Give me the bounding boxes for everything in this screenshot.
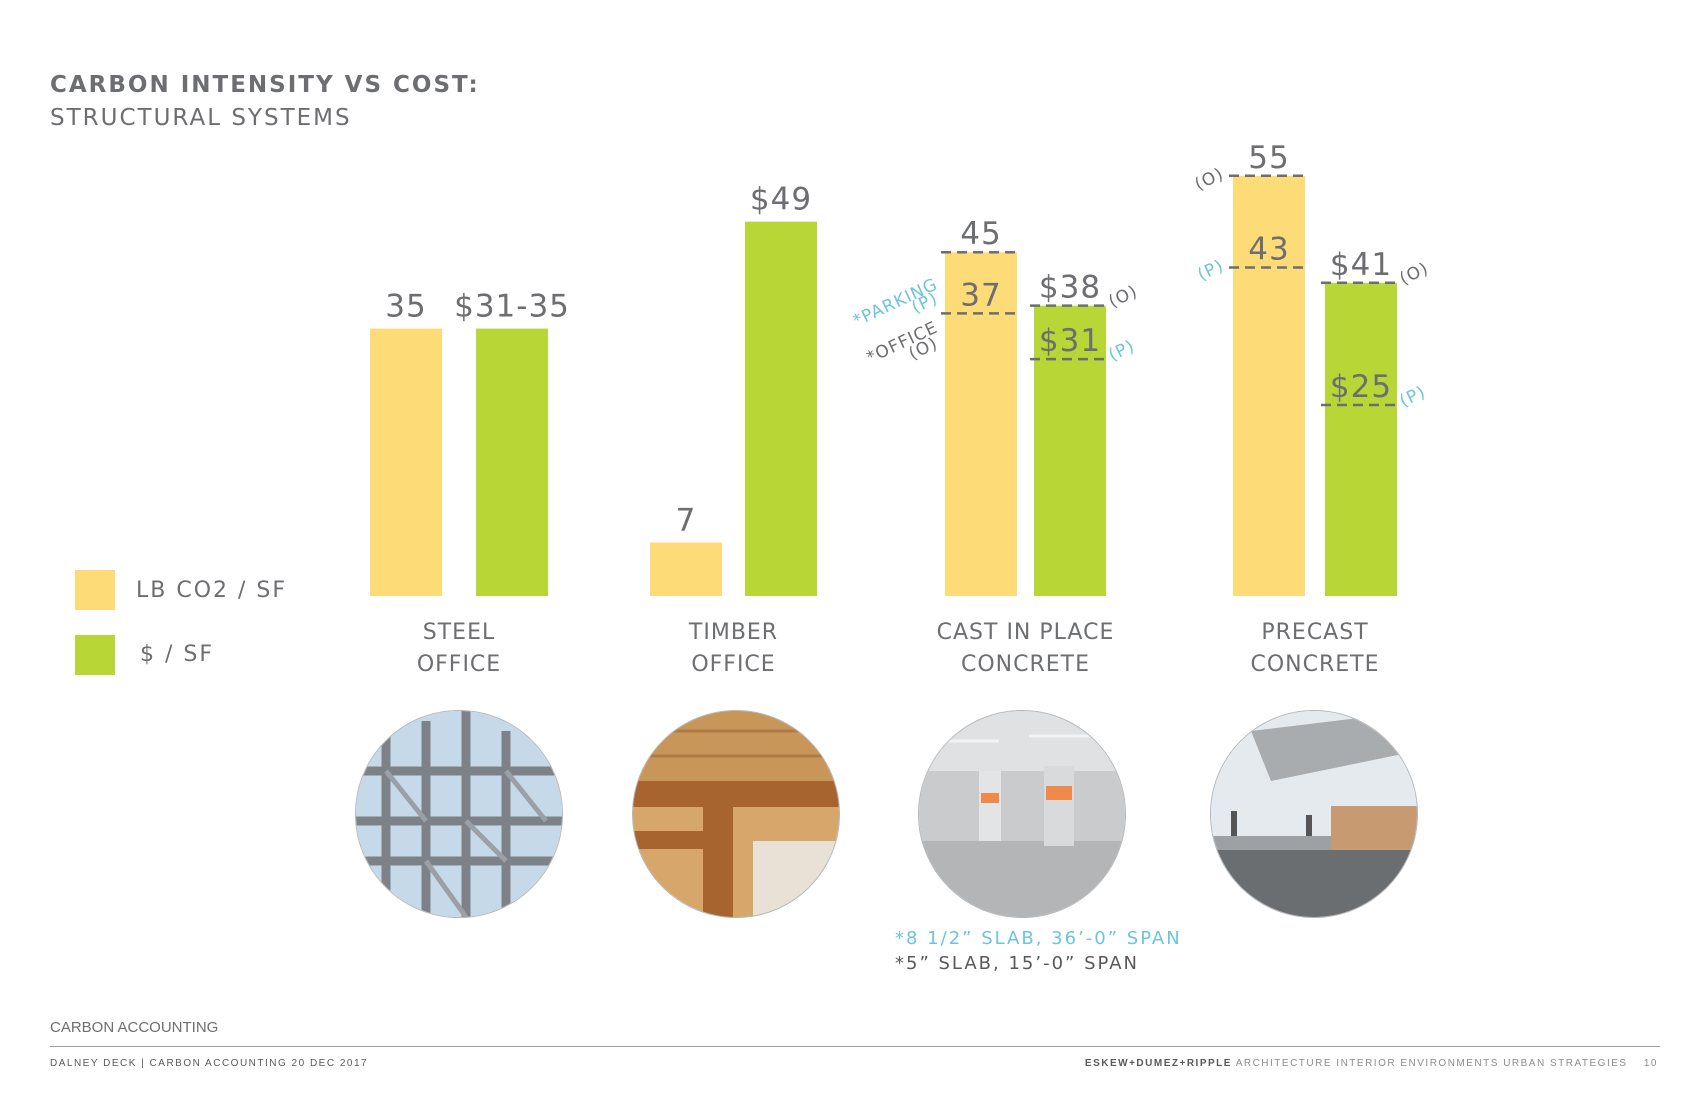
footer-firm-info: ESKEW+DUMEZ+RIPPLE ARCHITECTURE INTERIOR… bbox=[1085, 1058, 1658, 1069]
bar-carbon-1 bbox=[650, 542, 722, 596]
marker-tag-cost-2-1: (P) bbox=[1106, 336, 1138, 365]
category-label-2-0: CAST IN PLACE bbox=[937, 620, 1115, 645]
firm-name: ESKEW+DUMEZ+RIPPLE bbox=[1084, 1058, 1232, 1069]
value-label-cost-1: $49 bbox=[750, 182, 812, 218]
marker-label-carbon-3-1: 43 bbox=[1248, 231, 1289, 267]
category-label-1-0: TIMBER bbox=[688, 620, 778, 645]
bar-cost-2 bbox=[1034, 305, 1106, 596]
legend-label-cost: $ / SF bbox=[140, 642, 215, 667]
chart-subtitle: STRUCTURAL SYSTEMS bbox=[50, 105, 352, 131]
marker-label-cost-3-1: $25 bbox=[1330, 369, 1392, 405]
marker-label-carbon-2-0: 45 bbox=[960, 216, 1001, 252]
footer-divider bbox=[50, 1046, 1660, 1047]
parking-garage-photo bbox=[918, 710, 1126, 918]
timber-structure-photo bbox=[632, 710, 840, 918]
marker-label-cost-3-0: $41 bbox=[1330, 247, 1392, 283]
legend-swatch-cost bbox=[75, 635, 115, 675]
category-label-2-1: CONCRETE bbox=[961, 652, 1090, 677]
bar-carbon-2 bbox=[945, 252, 1017, 596]
legend-swatch-carbon bbox=[75, 570, 115, 610]
category-label-0-0: STEEL bbox=[423, 620, 495, 645]
firm-tagline: ARCHITECTURE INTERIOR ENVIRONMENTS URBAN… bbox=[1235, 1058, 1628, 1069]
legend-label-carbon: LB CO2 / SF bbox=[136, 578, 288, 603]
page-number: 10 bbox=[1643, 1058, 1658, 1069]
precast-beam-photo bbox=[1210, 710, 1418, 918]
category-label-0-1: OFFICE bbox=[417, 652, 501, 677]
value-label-carbon-1: 7 bbox=[676, 503, 697, 539]
steel-frame-photo bbox=[355, 710, 563, 918]
marker-label-cost-2-0: $38 bbox=[1039, 270, 1101, 306]
office-slab-note: *5” SLAB, 15’-0” SPAN bbox=[895, 953, 1139, 974]
bar-cost-0 bbox=[476, 328, 548, 596]
bar-cost-3 bbox=[1325, 282, 1397, 596]
marker-tag-carbon-3-0: (O) bbox=[1192, 164, 1227, 195]
bar-carbon-3 bbox=[1233, 175, 1305, 597]
section-label: CARBON ACCOUNTING bbox=[50, 1019, 219, 1036]
value-label-carbon-0: 35 bbox=[385, 289, 426, 325]
marker-tag-cost-3-1: (P) bbox=[1397, 382, 1429, 411]
marker-label-carbon-3-0: 55 bbox=[1248, 140, 1289, 176]
chart-title: CARBON INTENSITY VS COST: bbox=[50, 72, 480, 98]
marker-tag-carbon-3-1: (P) bbox=[1195, 256, 1227, 285]
bar-carbon-0 bbox=[370, 328, 442, 596]
bar-chart: 35 $31-35STEELOFFICE7$49TIMBEROFFICE4537*… bbox=[370, 140, 1432, 677]
marker-tag-cost-2-0: (O) bbox=[1106, 282, 1141, 313]
marker-tag-cost-3-0: (O) bbox=[1397, 259, 1432, 290]
category-label-1-1: OFFICE bbox=[691, 652, 775, 677]
category-label-3-1: CONCRETE bbox=[1250, 652, 1379, 677]
value-label-cost-0: $31-35 bbox=[454, 289, 570, 325]
category-label-3-0: PRECAST bbox=[1261, 620, 1368, 645]
marker-label-carbon-2-1: 37 bbox=[960, 277, 1001, 313]
bar-cost-1 bbox=[745, 221, 817, 596]
marker-label-cost-2-1: $31 bbox=[1039, 323, 1101, 359]
parking-slab-note: *8 1/2” SLAB, 36’-0” SPAN bbox=[895, 928, 1182, 949]
footer-project-info: DALNEY DECK | CARBON ACCOUNTING 20 DEC 2… bbox=[50, 1058, 369, 1069]
